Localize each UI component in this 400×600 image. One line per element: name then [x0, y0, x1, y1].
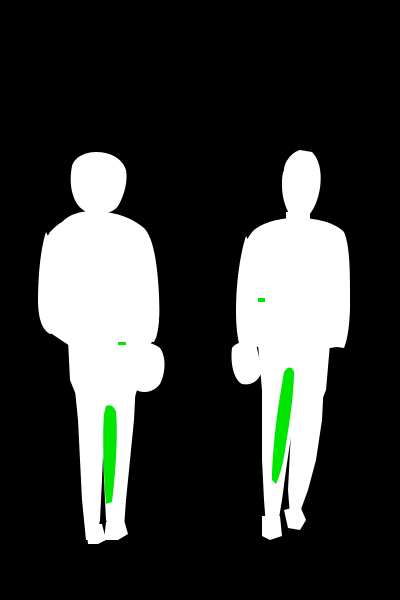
- right-figure-highlight: [272, 367, 294, 484]
- left-figure-foot-right: [104, 520, 128, 540]
- left-figure: [38, 152, 165, 544]
- left-figure-head: [70, 152, 127, 214]
- right-figure-torso: [238, 218, 350, 348]
- right-figure-leg-right: [288, 380, 324, 516]
- left-figure-arm-right: [138, 228, 160, 342]
- right-figure-bag: [231, 341, 262, 385]
- left-figure-foot-left: [86, 524, 106, 544]
- right-figure-arm-left: [236, 236, 258, 356]
- right-figure-foot-left: [262, 516, 282, 540]
- left-figure-torso: [40, 211, 160, 346]
- left-figure-leg-left: [74, 380, 104, 540]
- left-figure-arm-left: [38, 232, 66, 334]
- right-figure: [231, 150, 350, 540]
- right-figure-head: [282, 150, 321, 218]
- right-figure-arm-right: [330, 236, 350, 348]
- left-figure-bag: [134, 341, 165, 392]
- right-figure-foot-right: [284, 506, 306, 530]
- right-figure-highlight-dot: [258, 298, 265, 302]
- left-figure-highlight-dot: [118, 342, 126, 345]
- left-figure-highlight: [103, 405, 117, 504]
